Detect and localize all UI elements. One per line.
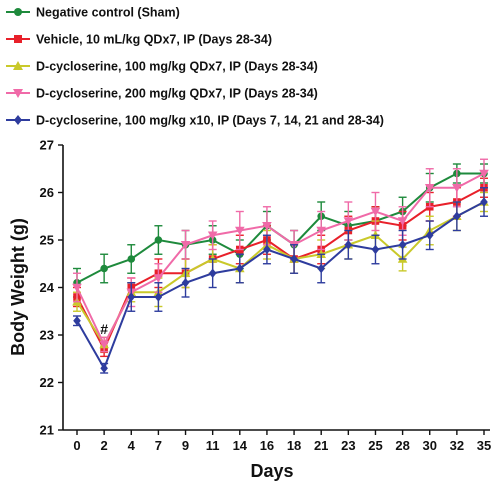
legend-label: D-cycloserine, 100 mg/kg QDx7, IP (Days … bbox=[36, 60, 318, 74]
legend-marker bbox=[14, 115, 22, 125]
legend-item: D-cycloserine, 100 mg/kg QDx7, IP (Days … bbox=[6, 60, 318, 74]
y-tick-label: 21 bbox=[40, 423, 54, 438]
legend-item: Negative control (Sham) bbox=[6, 6, 180, 20]
data-point bbox=[343, 217, 354, 226]
legend-item: Vehicle, 10 mL/kg QDx7, IP (Days 28-34) bbox=[6, 33, 272, 47]
data-point bbox=[370, 207, 381, 217]
legend-marker bbox=[13, 89, 23, 98]
x-ticks: 0 2 4 7 9 11 14 16 18 21 23 25 28 30 32 35 bbox=[73, 430, 491, 453]
legend-label: D-cycloserine, 200 mg/kg QDx7, IP (Days … bbox=[36, 87, 318, 101]
series-5 bbox=[73, 187, 488, 374]
data-point bbox=[127, 255, 136, 263]
data-point bbox=[425, 230, 434, 241]
legend-label: D-cycloserine, 100 mg/kg x10, IP (Days 7… bbox=[36, 114, 384, 128]
data-point bbox=[452, 183, 462, 193]
legend-marker bbox=[13, 61, 23, 70]
data-point bbox=[99, 340, 109, 350]
y-tick-label: 24 bbox=[40, 280, 55, 295]
x-tick-label: 0 bbox=[73, 438, 80, 453]
x-tick-label: 28 bbox=[395, 438, 409, 453]
data-point bbox=[154, 292, 163, 302]
data-point bbox=[208, 268, 217, 279]
y-tick-label: 22 bbox=[40, 375, 54, 390]
legend-label: Vehicle, 10 mL/kg QDx7, IP (Days 28-34) bbox=[36, 33, 272, 47]
series-line bbox=[76, 201, 485, 371]
data-point bbox=[72, 283, 82, 293]
series-4 bbox=[72, 158, 489, 353]
data-point bbox=[100, 264, 108, 273]
series-line bbox=[76, 172, 485, 347]
data-point bbox=[181, 277, 190, 288]
data-point bbox=[73, 315, 81, 326]
data-point bbox=[397, 217, 408, 226]
data-point bbox=[398, 239, 407, 250]
x-tick-label: 35 bbox=[477, 438, 491, 453]
legend-item: D-cycloserine, 200 mg/kg QDx7, IP (Days … bbox=[6, 87, 318, 101]
x-tick-label: 23 bbox=[341, 438, 355, 453]
series-layer bbox=[72, 158, 489, 374]
data-point bbox=[317, 263, 325, 274]
y-tick-label: 25 bbox=[40, 233, 54, 248]
x-tick-label: 18 bbox=[287, 438, 301, 453]
data-point bbox=[263, 244, 271, 255]
series-line bbox=[76, 172, 484, 284]
series-3 bbox=[72, 191, 489, 353]
data-point bbox=[480, 197, 488, 207]
x-tick-label: 14 bbox=[233, 438, 248, 453]
data-point bbox=[371, 244, 380, 255]
legend-marker bbox=[14, 35, 22, 43]
x-tick-label: 30 bbox=[422, 438, 436, 453]
x-axis-title: Days bbox=[250, 461, 293, 481]
series-line bbox=[76, 186, 485, 352]
x-tick-label: 11 bbox=[206, 438, 220, 453]
data-point bbox=[235, 226, 245, 236]
data-point bbox=[236, 263, 244, 274]
data-point bbox=[153, 274, 164, 283]
y-axis-title: Body Weight (g) bbox=[8, 218, 28, 356]
data-point bbox=[290, 254, 298, 264]
data-point bbox=[207, 231, 218, 241]
series-2 bbox=[73, 177, 488, 358]
legend: Negative control (Sham) Vehicle, 10 mL/kg… bbox=[6, 6, 384, 128]
data-point bbox=[127, 292, 136, 302]
series-line bbox=[76, 201, 485, 347]
data-point bbox=[424, 183, 435, 193]
y-ticks: 21 22 23 24 25 26 27 bbox=[40, 138, 63, 438]
x-tick-label: 9 bbox=[182, 438, 189, 453]
x-tick-label: 25 bbox=[368, 438, 382, 453]
data-point bbox=[180, 240, 191, 250]
x-tick-label: 2 bbox=[101, 438, 108, 453]
legend-label: Negative control (Sham) bbox=[36, 6, 180, 20]
y-tick-label: 23 bbox=[40, 328, 54, 343]
data-point bbox=[453, 211, 461, 222]
y-tick-label: 27 bbox=[40, 138, 54, 153]
y-tick-label: 26 bbox=[40, 185, 54, 200]
x-tick-label: 16 bbox=[260, 438, 274, 453]
x-tick-label: 7 bbox=[155, 438, 162, 453]
data-point bbox=[262, 221, 272, 231]
x-tick-label: 21 bbox=[314, 438, 328, 453]
data-point bbox=[154, 236, 163, 244]
data-point bbox=[479, 169, 489, 179]
x-tick-label: 4 bbox=[128, 438, 136, 453]
data-point bbox=[100, 363, 108, 374]
significance-annotation: # bbox=[100, 321, 108, 337]
data-point bbox=[344, 239, 353, 250]
x-tick-label: 32 bbox=[450, 438, 464, 453]
legend-item: D-cycloserine, 100 mg/kg x10, IP (Days 7… bbox=[6, 114, 384, 128]
legend-marker bbox=[14, 8, 22, 16]
data-point bbox=[316, 226, 326, 236]
